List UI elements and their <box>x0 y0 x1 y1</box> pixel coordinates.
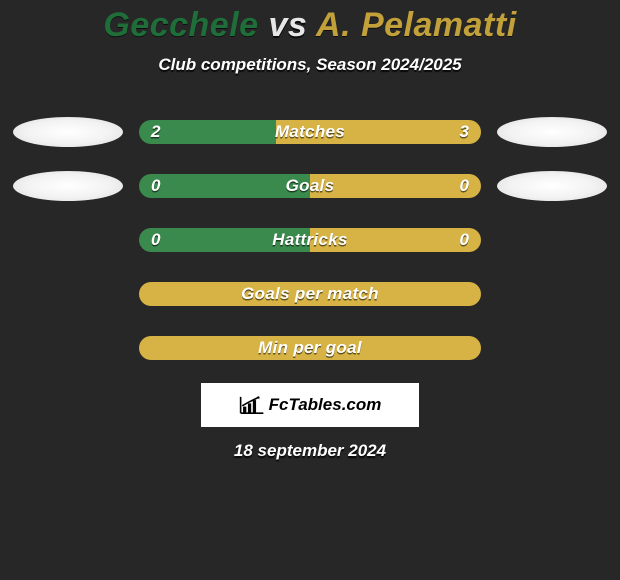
stat-bar: Goals per match <box>139 282 481 306</box>
date-text: 18 september 2024 <box>0 441 620 461</box>
stat-value-left: 0 <box>151 174 160 198</box>
bar-chart-icon <box>239 395 265 415</box>
stat-row: Matches2 3 <box>0 117 620 147</box>
stat-value-right: 3 <box>460 120 469 144</box>
stat-bar: Min per goal <box>139 336 481 360</box>
logo-text: FcTables.com <box>269 395 382 415</box>
player2-name: A. Pelamatti <box>316 6 517 44</box>
stat-row: Hattricks0 0 <box>0 225 620 255</box>
player1-name: Gecchele <box>103 6 258 44</box>
stat-row: Goals0 0 <box>0 171 620 201</box>
stat-bar: Goals0 0 <box>139 174 481 198</box>
stat-label: Goals <box>139 174 481 198</box>
player2-marker <box>497 171 607 201</box>
stat-value-right: 0 <box>460 228 469 252</box>
stat-row: Min per goal <box>0 333 620 363</box>
stat-row: Goals per match <box>0 279 620 309</box>
stat-value-left: 0 <box>151 228 160 252</box>
stat-label: Matches <box>139 120 481 144</box>
stat-bar: Hattricks0 0 <box>139 228 481 252</box>
stat-value-right: 0 <box>460 174 469 198</box>
stats-rows: Matches23Goals00Hattricks00Goals per mat… <box>0 117 620 363</box>
fctables-logo: FcTables.com <box>201 383 419 427</box>
player1-marker <box>13 117 123 147</box>
player1-marker <box>13 171 123 201</box>
page-title: Gecchele vs A. Pelamatti <box>0 0 620 45</box>
stat-label: Goals per match <box>139 282 481 306</box>
stat-value-left: 2 <box>151 120 160 144</box>
vs-text: vs <box>269 6 308 44</box>
comparison-infographic: Gecchele vs A. Pelamatti Club competitio… <box>0 0 620 580</box>
player2-marker <box>497 117 607 147</box>
stat-label: Min per goal <box>139 336 481 360</box>
subtitle: Club competitions, Season 2024/2025 <box>0 55 620 75</box>
stat-bar: Matches2 3 <box>139 120 481 144</box>
stat-label: Hattricks <box>139 228 481 252</box>
